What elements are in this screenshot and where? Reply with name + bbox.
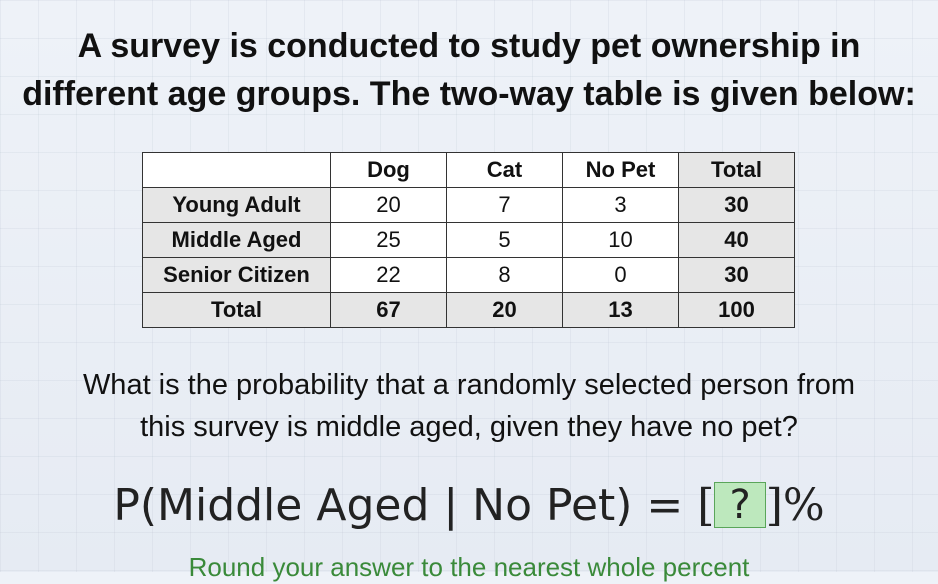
answer-input-box[interactable]: ? — [714, 482, 766, 528]
close-bracket: ] — [765, 480, 783, 531]
row-label: Young Adult — [142, 187, 331, 223]
table-cell: 10 — [562, 222, 679, 258]
row-total-cell: 30 — [678, 187, 795, 223]
header-cell-dog: Dog — [330, 152, 447, 188]
table-cell: 22 — [330, 257, 447, 293]
title-line-1: A survey is conducted to study pet owner… — [77, 27, 861, 65]
table-row-middle-aged: Middle Aged 25 5 10 40 — [142, 222, 795, 258]
column-total-cell: 20 — [446, 292, 563, 328]
open-bracket: [ — [697, 480, 715, 531]
grand-total-cell: 100 — [678, 292, 795, 328]
row-total-cell: 30 — [678, 257, 795, 293]
table-cell: 7 — [446, 187, 563, 223]
table-header-row: Dog Cat No Pet Total — [142, 152, 795, 188]
question-text: What is the probability that a randomly … — [0, 364, 938, 448]
table-cell: 25 — [330, 222, 447, 258]
column-total-cell: 67 — [330, 292, 447, 328]
table-cell: 0 — [562, 257, 679, 293]
total-row-label: Total — [142, 292, 331, 328]
header-cell-corner — [142, 152, 331, 188]
table-cell: 20 — [330, 187, 447, 223]
table-cell: 8 — [446, 257, 563, 293]
row-label: Senior Citizen — [142, 257, 331, 293]
table-cell: 5 — [446, 222, 563, 258]
formula-lhs: P(Middle Aged | No Pet) = — [113, 480, 684, 531]
question-line-2: this survey is middle aged, given they h… — [140, 411, 798, 443]
page-title: A survey is conducted to study pet owner… — [0, 22, 938, 118]
two-way-table: Dog Cat No Pet Total Young Adult 20 7 3 … — [142, 152, 795, 328]
question-line-1: What is the probability that a randomly … — [82, 369, 856, 401]
column-total-cell: 13 — [562, 292, 679, 328]
table-row-young-adult: Young Adult 20 7 3 30 — [142, 187, 795, 223]
header-cell-total: Total — [678, 152, 795, 188]
table-cell: 3 — [562, 187, 679, 223]
title-line-2: different age groups. The two-way table … — [22, 75, 916, 113]
rounding-hint: Round your answer to the nearest whole p… — [188, 552, 750, 582]
probability-formula: P(Middle Aged | No Pet) = [?]% — [0, 478, 938, 534]
row-label: Middle Aged — [142, 222, 331, 258]
header-cell-cat: Cat — [446, 152, 563, 188]
percent-sign: % — [782, 480, 825, 531]
table-row-senior-citizen: Senior Citizen 22 8 0 30 — [142, 257, 795, 293]
header-cell-no-pet: No Pet — [562, 152, 679, 188]
row-total-cell: 40 — [678, 222, 795, 258]
table-total-row: Total 67 20 13 100 — [142, 292, 795, 328]
